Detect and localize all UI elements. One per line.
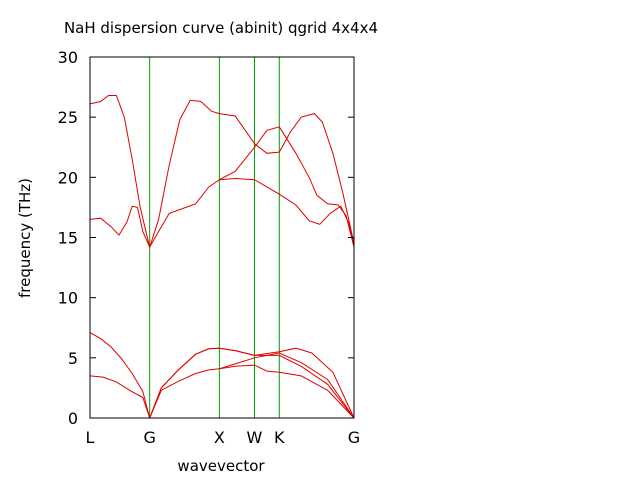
series-2 xyxy=(149,364,355,419)
x-tick-label-5: G xyxy=(348,428,360,447)
y-tick-label-1: 5 xyxy=(68,349,78,368)
x-tick-label-4: K xyxy=(274,428,285,447)
plot-frame xyxy=(89,56,355,419)
x-tick-label-1: G xyxy=(143,428,155,447)
y-tick-label-4: 20 xyxy=(58,168,78,187)
series-4 xyxy=(149,347,355,419)
series-8 xyxy=(219,126,355,248)
chart-title: NaH dispersion curve (abinit) qgrid 4x4x… xyxy=(64,19,378,37)
y-tick-label-6: 30 xyxy=(58,48,78,67)
x-tick-label-3: W xyxy=(247,428,263,447)
series-6 xyxy=(89,177,355,249)
series-5 xyxy=(219,352,355,419)
x-tick-label-2: X xyxy=(214,428,225,447)
x-tick-label-0: L xyxy=(86,428,95,447)
y-tick-label-2: 10 xyxy=(58,289,78,308)
series-1 xyxy=(89,332,151,419)
series-group xyxy=(89,95,355,419)
x-axis-label: wavevector xyxy=(177,457,265,475)
y-axis-label: frequency (THz) xyxy=(16,178,34,298)
series-7 xyxy=(89,95,355,249)
symmetry-lines xyxy=(149,57,280,418)
y-tick-label-0: 0 xyxy=(68,409,78,428)
y-ticks: 0 5 10 15 20 25 30 xyxy=(58,48,354,428)
series-0 xyxy=(89,375,151,419)
y-tick-label-3: 15 xyxy=(58,229,78,248)
y-tick-label-5: 25 xyxy=(58,108,78,127)
